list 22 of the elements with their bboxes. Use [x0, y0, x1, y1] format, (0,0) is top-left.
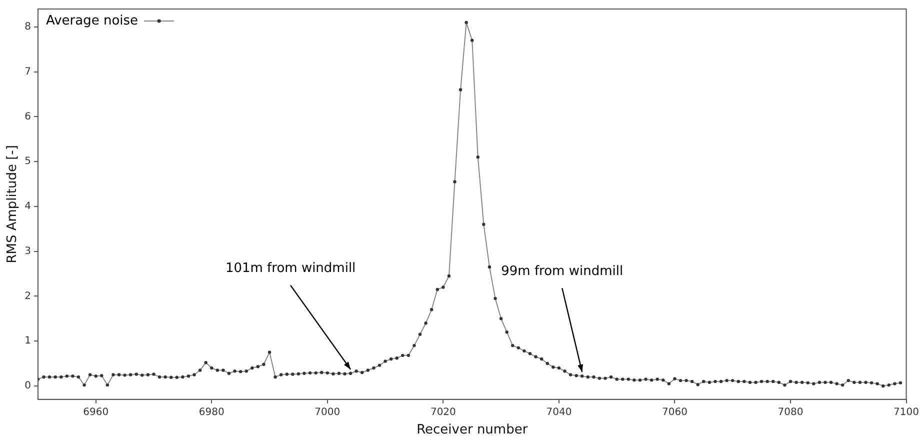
y-tick-label: 3 [24, 246, 31, 257]
x-tick-label: 7060 [662, 406, 688, 418]
annotation: 101m from windmill [225, 261, 356, 276]
y-axis-title: RMS Amplitude [-] [5, 145, 20, 264]
x-tick-label: 7100 [894, 406, 919, 418]
y-tick-label: 4 [24, 201, 31, 212]
x-tick-label: 6980 [198, 406, 224, 418]
x-tick-label: 7000 [314, 406, 340, 418]
x-tick-label: 7080 [778, 406, 804, 418]
annotation: 99m from windmill [501, 264, 624, 279]
x-tick-label: 7020 [430, 406, 456, 418]
y-tick-label: 5 [24, 156, 31, 168]
y-tick-label: 2 [24, 290, 31, 302]
x-tick-label: 7040 [546, 406, 572, 418]
y-tick-label: 1 [24, 336, 31, 347]
y-tick-label: 7 [24, 66, 31, 78]
y-tick-label: 8 [24, 22, 31, 33]
y-tick-label: 6 [24, 111, 31, 122]
x-tick-label: 6960 [83, 406, 109, 418]
legend-label: Average noise [46, 13, 138, 28]
x-axis-title: Receiver number [416, 422, 528, 438]
y-tick-label: 0 [24, 380, 31, 392]
